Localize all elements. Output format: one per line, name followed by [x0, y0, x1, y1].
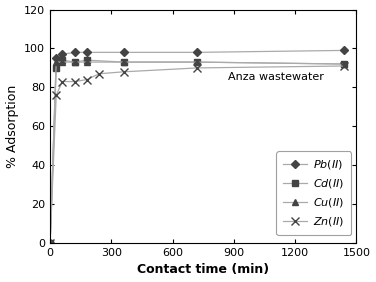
Text: Anza wastewater: Anza wastewater — [228, 72, 324, 82]
Legend: $\it{Pb(II)}$, $\it{Cd(II)}$, $\it{Cu(II)}$, $\it{Zn(II)}$: $\it{Pb(II)}$, $\it{Cd(II)}$, $\it{Cu(II… — [276, 151, 351, 235]
X-axis label: Contact time (min): Contact time (min) — [137, 263, 269, 276]
Y-axis label: % Adsorption: % Adsorption — [6, 85, 18, 168]
